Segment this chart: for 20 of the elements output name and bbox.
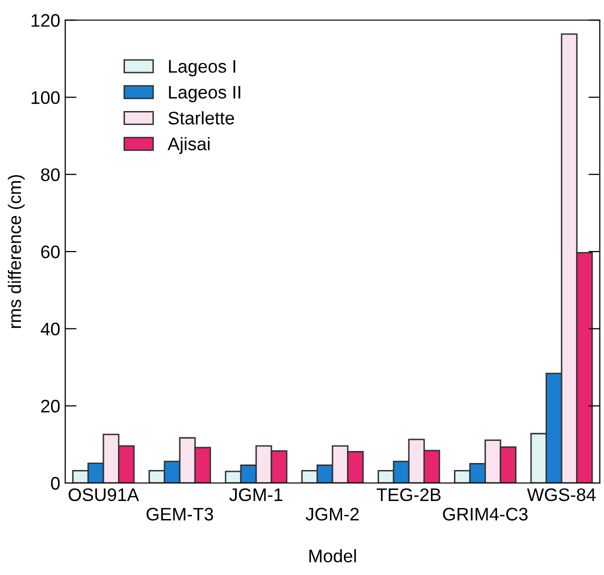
y-tick-label: 40 [40,322,60,336]
x-tick-label: WGS-84 [527,488,596,502]
x-tick-label: JGM-2 [306,508,359,521]
x-tick-label: TEG-2B [376,488,441,502]
x-tick-label: OSU91A [68,488,140,502]
legend-label: Lageos I [169,60,236,76]
y-tick-label: 80 [41,168,60,182]
legend-label: Lageos II [169,86,240,102]
y-tick-label: 20 [41,400,60,413]
y-axis-title: rms difference (cm) [8,175,25,328]
x-tick-label: JGM-1 [229,488,282,502]
x-tick-label: GRIM4-C3 [443,508,528,521]
y-tick-label: 60 [41,245,60,258]
legend-label: Starlette [168,111,234,124]
y-tick-label: 120 [32,14,60,27]
y-tick-label: 0 [51,476,60,490]
y-tick-label: 100 [32,91,60,104]
x-axis-title: Model [309,549,356,562]
legend-label: Ajisai [168,137,210,154]
x-tick-label: GEM-T3 [146,508,214,521]
